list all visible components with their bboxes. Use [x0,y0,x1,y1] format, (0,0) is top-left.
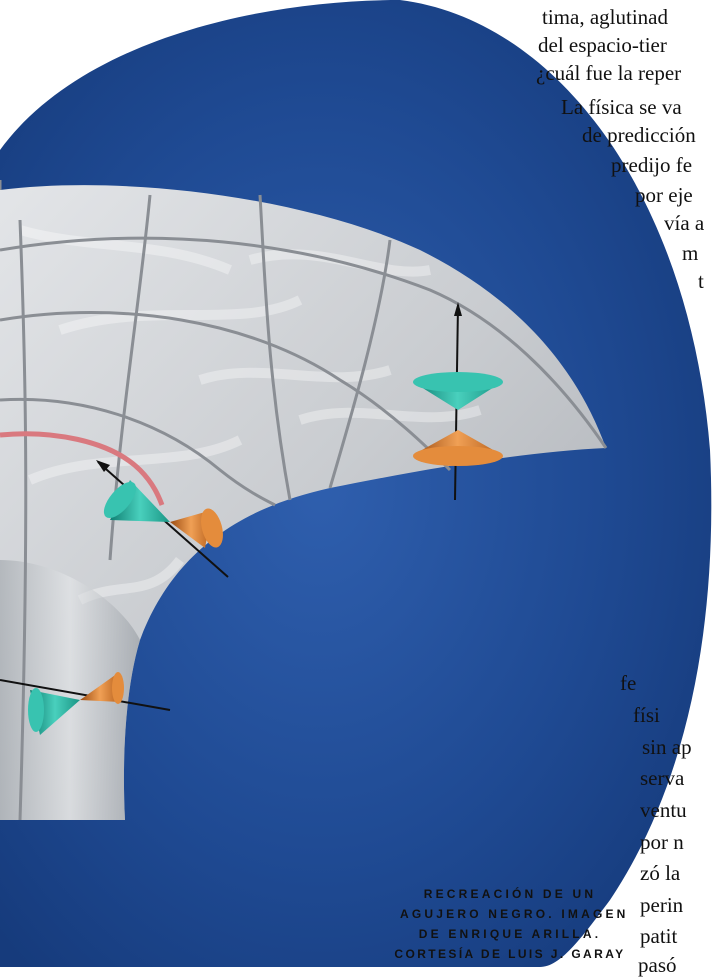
light-cone-right [413,302,503,501]
caption-line: RECREACIÓN DE UN [423,887,597,901]
text-line: físi [633,703,660,727]
text-line: patit [640,924,678,948]
text-line: por n [640,830,684,854]
light-cone-middle [96,460,229,578]
light-cone-lower [0,672,171,735]
text-line: ventu [640,798,687,822]
grid-lines [0,180,608,821]
caption-line: CORTESÍA DE LUIS J. GARAY [394,947,626,961]
text-line: del espacio-tier [538,33,667,57]
curved-spacetime-surface [0,180,608,821]
text-line: sin ap [642,735,692,759]
text-line: serva [640,766,685,790]
text-line: ¿cuál fue la reper [536,61,682,85]
text-line: vía a [664,211,705,235]
text-line: predijo fe [611,153,693,177]
text-line: de predicción [582,123,696,147]
text-line: t [698,269,704,293]
caption-line: DE ENRIQUE ARILLA. [418,927,602,941]
caption-line: AGUJERO NEGRO. IMAGEN [400,907,629,921]
text-line: m [682,241,699,265]
text-line: por eje [635,183,693,207]
text-line: pasó [638,953,677,977]
text-line: perin [640,893,684,917]
text-line: tima, aglutinad [542,5,668,29]
text-line: zó la [640,861,681,885]
text-line: fe [620,671,637,695]
text-line: La física se va [561,95,682,119]
event-horizon-ring [0,431,165,506]
